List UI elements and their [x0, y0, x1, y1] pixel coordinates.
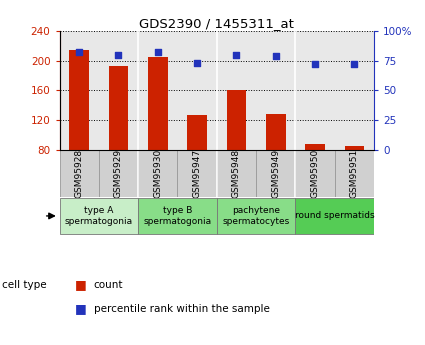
- Bar: [60, 198, 138, 234]
- Text: GSM95950: GSM95950: [311, 149, 320, 198]
- Text: cell type: cell type: [2, 280, 47, 289]
- Bar: [69, 50, 89, 150]
- Point: [312, 61, 318, 67]
- Bar: [335, 150, 374, 197]
- Point: [115, 52, 122, 58]
- Bar: [305, 144, 325, 150]
- Point: [194, 60, 201, 66]
- Text: GSM95929: GSM95929: [114, 149, 123, 198]
- Text: round spermatids: round spermatids: [295, 211, 374, 220]
- Text: count: count: [94, 280, 123, 289]
- Text: type B
spermatogonia: type B spermatogonia: [143, 206, 212, 226]
- Bar: [295, 150, 335, 197]
- Text: GSM95951: GSM95951: [350, 149, 359, 198]
- Bar: [217, 198, 295, 234]
- Point: [272, 53, 279, 59]
- Point: [76, 50, 82, 55]
- Bar: [256, 150, 295, 197]
- Bar: [109, 66, 128, 150]
- Bar: [217, 150, 256, 197]
- Bar: [295, 198, 374, 234]
- Text: GSM95928: GSM95928: [75, 149, 84, 198]
- Text: GSM95949: GSM95949: [271, 149, 280, 198]
- Text: ■: ■: [75, 302, 87, 315]
- Title: GDS2390 / 1455311_at: GDS2390 / 1455311_at: [139, 17, 294, 30]
- Bar: [138, 150, 178, 197]
- Bar: [60, 150, 99, 197]
- Text: GSM95947: GSM95947: [193, 149, 201, 198]
- Bar: [266, 114, 286, 150]
- Bar: [227, 90, 246, 150]
- Bar: [138, 198, 217, 234]
- Bar: [178, 150, 217, 197]
- Bar: [187, 115, 207, 150]
- Bar: [345, 146, 364, 150]
- Text: GSM95948: GSM95948: [232, 149, 241, 198]
- Point: [233, 52, 240, 58]
- Text: GSM95930: GSM95930: [153, 149, 162, 198]
- Bar: [148, 57, 167, 150]
- Text: type A
spermatogonia: type A spermatogonia: [65, 206, 133, 226]
- Bar: [99, 150, 138, 197]
- Point: [351, 61, 358, 67]
- Text: percentile rank within the sample: percentile rank within the sample: [94, 304, 269, 314]
- Text: pachytene
spermatocytes: pachytene spermatocytes: [222, 206, 290, 226]
- Text: ■: ■: [75, 278, 87, 291]
- Point: [154, 50, 161, 55]
